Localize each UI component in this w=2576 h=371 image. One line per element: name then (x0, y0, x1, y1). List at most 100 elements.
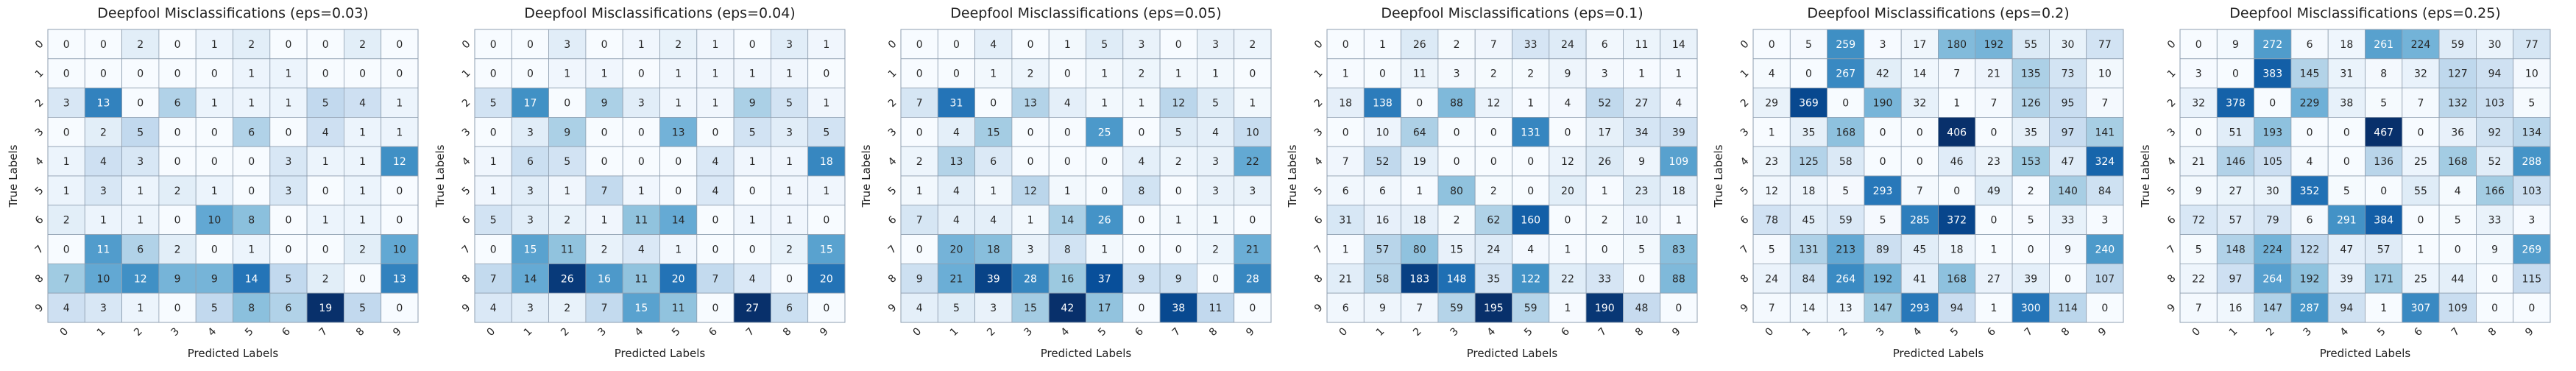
cell-value-label: 5 (211, 303, 218, 314)
heatmap-cell (900, 175, 938, 206)
cell-value-label: 1 (1527, 98, 1534, 110)
heatmap-cell (343, 263, 382, 294)
cell-value-label: 0 (953, 68, 960, 80)
cell-value-label: 195 (1484, 303, 1504, 314)
heatmap-cell (548, 205, 587, 235)
heatmap-cell (2048, 116, 2087, 147)
heatmap-cell (1197, 146, 1235, 177)
y-tick-label: 7 (886, 243, 899, 256)
cell-value-label: 18 (820, 156, 833, 168)
cell-value-label: 4 (2307, 156, 2313, 168)
cell-value-label: 1 (712, 98, 718, 110)
cell-value-label: 0 (1527, 186, 1534, 197)
x-tick-label: 7 (1170, 325, 1183, 339)
cell-value-label: 45 (1802, 215, 1816, 227)
y-tick-label: 6 (33, 214, 46, 227)
heatmap-cell (1900, 88, 1939, 118)
cell-value-label: 8 (1064, 244, 1071, 256)
cell-value-label: 0 (285, 244, 291, 256)
cell-value-label: 37 (1098, 273, 1111, 285)
heatmap-cell (2048, 263, 2087, 294)
cell-value-label: 39 (2340, 273, 2353, 285)
cell-value-label: 21 (950, 273, 963, 285)
heatmap-cell (1048, 234, 1086, 264)
cell-value-label: 55 (2414, 186, 2427, 197)
heatmap-cell (2086, 205, 2124, 235)
cell-value-label: 192 (1984, 39, 2004, 51)
cell-value-label: 5 (823, 127, 829, 138)
cell-value-label: 0 (396, 215, 403, 227)
x-tick-label: 3 (1448, 325, 1461, 339)
cell-value-label: 84 (2098, 186, 2112, 197)
heatmap-cell (1752, 116, 1791, 147)
cell-value-label: 26 (1098, 215, 1111, 227)
cell-value-label: 122 (2300, 244, 2320, 256)
cell-value-label: 6 (527, 156, 534, 168)
cell-value-label: 0 (2195, 127, 2202, 138)
cell-value-label: 14 (1061, 215, 1074, 227)
cell-value-label: 3 (564, 39, 570, 51)
heatmap-cell (733, 292, 771, 323)
y-tick-label: 7 (33, 243, 46, 256)
heatmap-cell (1900, 205, 1939, 235)
heatmap-cell (2365, 58, 2403, 89)
cell-value-label: 0 (1064, 156, 1071, 168)
cell-value-label: 0 (564, 98, 570, 110)
cell-value-label: 3 (137, 156, 144, 168)
cell-value-label: 147 (1873, 303, 1893, 314)
heatmap-cell (343, 146, 382, 177)
x-tick-label: 9 (1670, 325, 1683, 339)
cell-value-label: 3 (2195, 68, 2202, 80)
heatmap-cell (1827, 88, 1865, 118)
heatmap-cell (1938, 29, 1976, 60)
heatmap-cell (381, 58, 419, 89)
cell-value-label: 264 (1836, 273, 1855, 285)
cell-value-label: 26 (1598, 156, 1611, 168)
cell-value-label: 1 (1675, 215, 1682, 227)
cell-value-label: 13 (393, 273, 406, 285)
cell-value-label: 4 (953, 215, 960, 227)
cell-value-label: 12 (1487, 98, 1500, 110)
cell-value-label: 9 (1638, 156, 1645, 168)
heatmap-cell (585, 175, 623, 206)
heatmap-cell (84, 263, 123, 294)
heatmap-cell (1159, 263, 1197, 294)
heatmap-cell (1585, 58, 1624, 89)
heatmap-cell (2290, 234, 2329, 264)
heatmap-cell (771, 263, 809, 294)
heatmap-cell (1549, 146, 1587, 177)
y-axis-label: True Labels (7, 144, 20, 208)
cell-value-label: 2 (564, 303, 570, 314)
y-axis-label: True Labels (860, 144, 873, 208)
heatmap-cell (1512, 146, 1550, 177)
heatmap-cell (1363, 205, 1402, 235)
cell-value-label: 0 (675, 186, 682, 197)
cell-value-label: 7 (490, 273, 497, 285)
heatmap-cell (900, 263, 938, 294)
heatmap-cell (1660, 263, 1698, 294)
cell-value-label: 1 (786, 186, 793, 197)
x-tick-label: 9 (818, 325, 831, 339)
cell-value-label: 7 (2417, 98, 2424, 110)
heatmap-cell (2475, 146, 2514, 177)
cell-value-label: 1 (1175, 68, 1182, 80)
heatmap-cell (937, 29, 976, 60)
cell-value-label: 3 (527, 215, 534, 227)
heatmap-panel: Deepfool Misclassifications (eps=0.05) 0 0… (860, 5, 1272, 360)
y-axis-label: True Labels (1712, 144, 1725, 208)
heatmap-cell (1512, 292, 1550, 323)
cell-value-label: 0 (211, 156, 218, 168)
cell-value-label: 57 (2229, 215, 2243, 227)
cell-value-label: 0 (2343, 127, 2350, 138)
heatmap-cell (548, 116, 587, 147)
cell-value-label: 0 (2455, 244, 2461, 256)
heatmap-cell (2513, 175, 2551, 206)
x-tick-label: 1 (522, 325, 535, 339)
y-tick-label: 8 (460, 272, 473, 286)
cell-value-label: 384 (2374, 215, 2393, 227)
heatmap-cell (622, 146, 660, 177)
heatmap-cell (2086, 116, 2124, 147)
heatmap-cell (1938, 292, 1976, 323)
heatmap-cell (974, 146, 1013, 177)
heatmap-cell (585, 292, 623, 323)
